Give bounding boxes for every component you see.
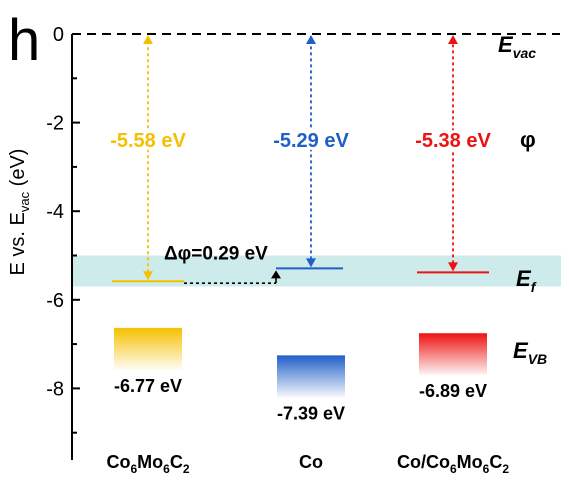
delta-phi-arrowhead [271,270,281,279]
work-function-value-label: -5.29 eV [273,130,349,152]
work-function-arrowhead-bottom [306,258,316,268]
valence-band-value-label: -7.39 eV [277,403,345,423]
y-tick-label: 0 [53,24,64,46]
valence-band-label: EVB [513,338,547,367]
y-tick-label: -8 [46,378,64,400]
delta-phi-label: Δφ=0.29 eV [164,244,268,265]
fermi-level-label: Ef [516,266,537,295]
work-function-value-label: -5.38 eV [415,130,491,152]
y-tick-label: -6 [46,290,64,312]
work-function-arrowhead-top [306,35,316,44]
panel-label: h [8,8,40,73]
valence-band-value-label: -6.89 eV [419,381,487,401]
work-function-arrowhead-bottom [143,271,153,281]
work-function-arrowhead-top [143,35,153,44]
valence-band-block [419,333,487,376]
valence-band-value-label: -6.77 eV [114,376,182,396]
work-function-value-label: -5.58 eV [110,130,186,152]
material-label: Co6Mo6C2 [106,452,189,476]
y-tick-label: -2 [46,113,64,135]
vacuum-level-label: Evac [498,32,536,61]
material-label: Co/Co6Mo6C2 [397,452,509,476]
y-tick-label: -4 [46,201,64,223]
valence-band-block [114,327,182,370]
work-function-symbol: φ [520,127,536,152]
work-function-arrowhead-bottom [448,262,458,272]
valence-band-block [277,355,345,398]
work-function-arrowhead-top [448,35,458,44]
y-axis-label: E vs. Evac (eV) [7,149,32,276]
material-label: Co [299,452,323,472]
